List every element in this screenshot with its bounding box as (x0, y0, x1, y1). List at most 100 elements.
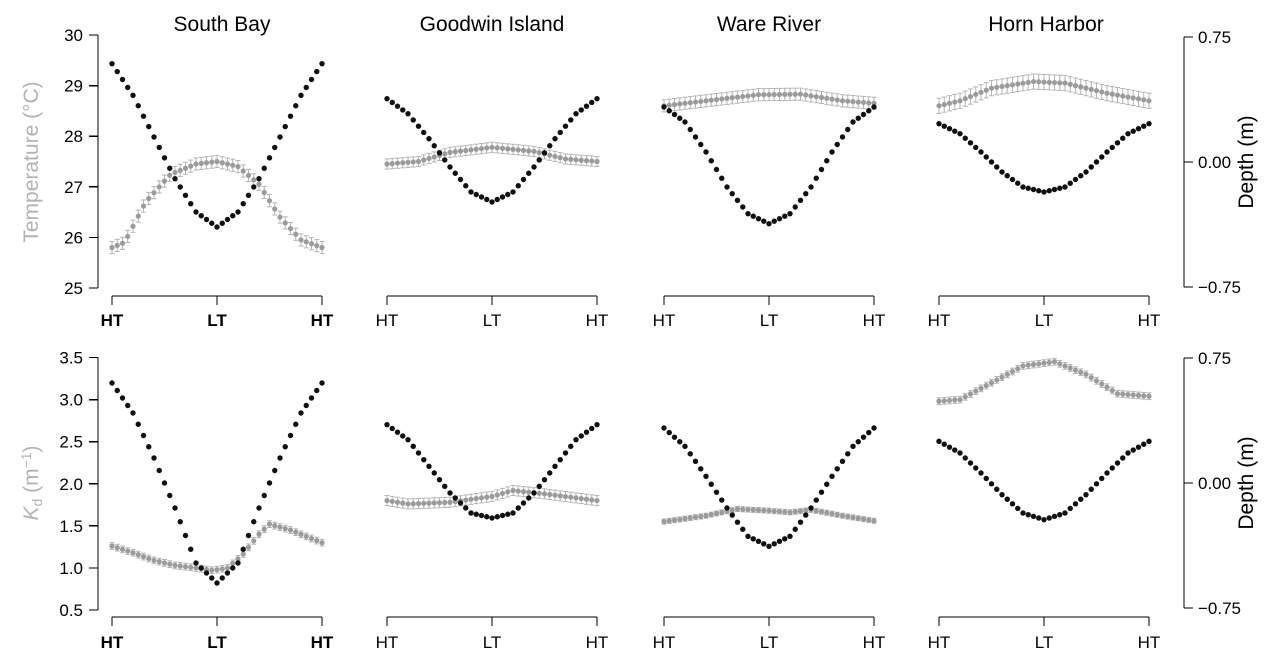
kd-point-horn-harbor (1093, 378, 1100, 384)
temperature-point-ware-river (766, 91, 772, 98)
temperature-point-south-bay (130, 223, 136, 229)
kd-point-south-bay (167, 561, 173, 567)
kd-point-goodwin-island (389, 498, 395, 505)
x-tick-label: LT (207, 633, 227, 652)
depth-point-horn-harbor (1025, 185, 1031, 191)
kd-point-horn-harbor (1009, 368, 1016, 375)
depth-point-south-bay (203, 216, 210, 223)
kd-point-horn-harbor (1114, 391, 1121, 397)
kd-point-ware-river (829, 511, 835, 517)
depth-point-south-bay (256, 505, 262, 511)
temperature-point-ware-river (866, 100, 872, 106)
depth-point-horn-harbor (1109, 144, 1115, 151)
depth-point-ware-river (787, 533, 793, 540)
depth-point-goodwin-island (421, 129, 427, 136)
depth-point-goodwin-island (526, 170, 532, 176)
depth-point-goodwin-island (494, 514, 500, 520)
depth-point-horn-harbor (952, 128, 958, 134)
depth-point-south-bay (172, 175, 178, 182)
temperature-point-horn-harbor (983, 87, 989, 93)
depth-point-goodwin-island (410, 443, 416, 450)
temperature-point-ware-river (761, 92, 767, 98)
temperature-point-ware-river (729, 95, 735, 101)
kd-point-goodwin-island (405, 501, 411, 507)
depth-point-ware-river (724, 184, 730, 190)
depth-point-south-bay (314, 68, 320, 75)
depth-tick-label: 0.75 (1198, 28, 1231, 47)
kd-point-south-bay (235, 556, 241, 562)
kd-point-goodwin-island (473, 495, 479, 502)
kd-point-horn-harbor (1036, 361, 1042, 367)
depth-point-goodwin-island (562, 450, 569, 456)
depth-point-horn-harbor (1067, 505, 1073, 512)
depth-point-horn-harbor (1015, 505, 1021, 512)
depth-point-horn-harbor (1130, 128, 1136, 134)
temperature-point-ware-river (755, 92, 762, 98)
depth-point-goodwin-island (489, 515, 495, 521)
temperature-point-horn-harbor (946, 100, 953, 106)
kd-point-south-bay (230, 560, 236, 567)
temperature-point-south-bay (272, 206, 278, 212)
depth-point-south-bay (114, 68, 120, 75)
kd-point-horn-harbor (941, 398, 947, 404)
depth-point-goodwin-island (531, 164, 537, 170)
depth-point-south-bay (245, 532, 252, 539)
kd-point-south-bay (261, 526, 267, 532)
depth-point-horn-harbor (1030, 186, 1037, 193)
depth-point-ware-river (797, 519, 804, 525)
temperature-point-south-bay (251, 177, 257, 183)
depth-point-ware-river (761, 218, 767, 224)
kd-point-goodwin-island (447, 499, 453, 505)
kd-point-goodwin-island (536, 490, 542, 496)
depth-point-ware-river (766, 220, 772, 227)
temperature-point-ware-river (860, 99, 867, 106)
kd-point-south-bay (282, 525, 288, 532)
depth-point-south-bay (308, 395, 315, 401)
depth-point-south-bay (235, 209, 241, 215)
depth-point-horn-harbor (1146, 120, 1152, 127)
kd-point-horn-harbor (978, 385, 984, 391)
depth-point-horn-harbor (1072, 176, 1079, 183)
kd-point-goodwin-island (562, 493, 569, 500)
x-tick-label: HT (376, 633, 399, 652)
depth-point-ware-river (860, 111, 867, 118)
kd-point-goodwin-island (421, 500, 427, 506)
kd-point-horn-harbor (1078, 369, 1084, 375)
depth-point-goodwin-island (478, 512, 485, 519)
kd-point-horn-harbor (1046, 359, 1052, 366)
x-tick-label: HT (376, 311, 399, 330)
depth-axis-label-bottom: Depth (m) (1235, 436, 1258, 529)
depth-point-ware-river (787, 210, 793, 217)
temperature-point-ware-river (692, 99, 699, 105)
temperature-point-ware-river (698, 98, 704, 105)
kd-point-ware-river (834, 512, 840, 518)
depth-point-ware-river (824, 481, 830, 487)
depth-point-horn-harbor (1099, 475, 1105, 482)
depth-point-goodwin-island (557, 456, 563, 463)
depth-point-horn-harbor (1051, 186, 1058, 193)
temperature-point-ware-river (734, 94, 741, 100)
depth-point-south-bay (298, 410, 304, 416)
depth-point-ware-river (813, 497, 819, 503)
depth-point-south-bay (256, 175, 262, 182)
kd-point-ware-river (824, 510, 830, 516)
kd-point-south-bay (135, 552, 141, 558)
temperature-point-south-bay (193, 161, 199, 167)
kd-point-south-bay (156, 559, 162, 565)
depth-point-goodwin-island (431, 143, 437, 149)
depth-point-goodwin-island (384, 421, 390, 428)
temperature-point-goodwin-island (442, 151, 448, 157)
depth-point-south-bay (193, 560, 199, 566)
x-axis-horn-harbor-bottom: HT LT HT (928, 616, 1160, 652)
temperature-point-horn-harbor (1057, 80, 1063, 86)
depth-point-south-bay (266, 155, 273, 161)
temperature-point-south-bay (172, 169, 178, 176)
temperature-point-goodwin-island (463, 147, 469, 154)
kd-point-ware-river (855, 515, 861, 521)
temperature-point-goodwin-island (526, 148, 532, 154)
temperature-point-ware-river (682, 100, 688, 106)
depth-point-ware-river (724, 505, 730, 511)
temperature-tick-label: 28 (64, 127, 83, 146)
depth-point-horn-harbor (1072, 501, 1079, 507)
temperature-point-ware-river (745, 93, 751, 99)
